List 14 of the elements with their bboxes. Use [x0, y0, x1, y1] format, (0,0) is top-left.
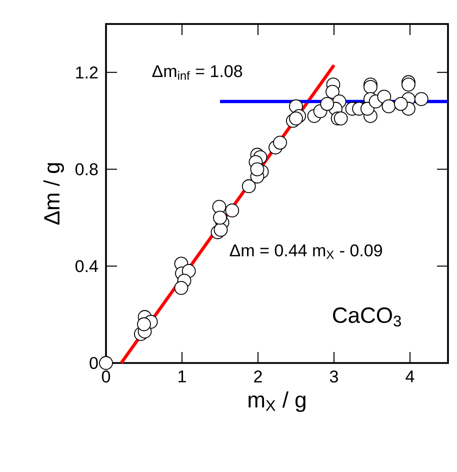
- y-tick-label: 0.4: [75, 260, 98, 272]
- x-tick-label: 1: [178, 370, 186, 382]
- y-tick-label: 0.8: [75, 163, 98, 176]
- y-tick-label: 0: [90, 356, 98, 370]
- annotation: CaCO$_{3}$: [333, 307, 401, 327]
- y-tick-label: 1.2: [76, 66, 98, 78]
- annotation: Δm = 0.44 m$_{X}$ - 0.09: [230, 244, 382, 259]
- x-tick-label: 3: [330, 370, 338, 383]
- x-tick-label: 4: [406, 370, 414, 382]
- y-axis-title: Δm / g: [43, 163, 64, 225]
- x-tick-label: 2: [254, 370, 262, 382]
- annotation: Δm$_{inf}$ = 1.08: [152, 65, 242, 80]
- x-tick-label: 0: [102, 370, 110, 383]
- x-axis-title: m$_{X}$ / g: [248, 391, 306, 412]
